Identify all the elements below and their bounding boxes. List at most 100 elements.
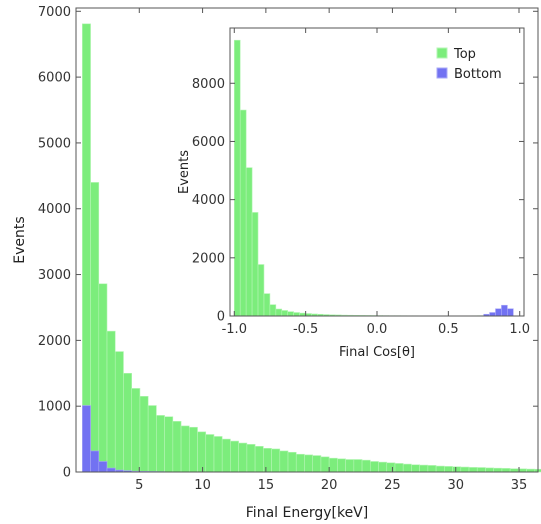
top-bar [245,167,253,317]
top-bar [411,464,420,473]
top-bar [139,396,149,473]
top-bar [131,388,141,473]
main-x-axis-title: Final Energy[keV] [246,505,368,521]
top-bar [82,23,91,473]
top-bar [460,466,470,473]
x-tick-label: 20 [321,478,338,493]
top-bar [394,463,404,473]
top-bar [257,264,265,317]
top-bar [444,466,453,473]
top-bar [180,425,190,473]
top-bar [279,450,289,473]
top-bar [287,451,297,473]
y-tick-label: 4000 [192,193,225,208]
top-bar [320,456,330,473]
x-tick-label: 25 [384,478,401,493]
top-bar [98,283,108,473]
top-bar [493,467,503,473]
x-tick-label: 1.0 [509,322,530,337]
legend-swatch-bottom [436,67,448,79]
y-tick-label: 7000 [38,5,71,20]
y-tick-label: 6000 [38,71,71,86]
legend-label-top: Top [453,47,476,62]
top-bar [402,463,412,473]
y-tick-label: 8000 [192,77,225,92]
legend-swatch-top [436,47,448,59]
top-bar [281,310,289,317]
x-tick-label: -0.5 [293,322,318,337]
x-tick-label: 10 [194,478,211,493]
x-tick-label: 0.0 [367,322,388,337]
top-bar [435,465,445,473]
top-bar [275,308,283,317]
legend: Top Bottom [436,47,502,82]
inset-y-axis: 0 2000 4000 6000 8000 [192,77,524,325]
top-bar [233,39,241,317]
top-bar [263,293,271,317]
top-bar [485,467,495,473]
top-bar [427,465,437,473]
bottom-bar [82,405,91,473]
y-tick-label: 0 [63,466,71,481]
top-bar [468,467,478,473]
top-bar [419,464,429,473]
top-bar [106,330,116,473]
top-bar [369,461,379,473]
inset-histogram: -1.0 -0.5 0.0 0.5 1.0 0 2000 4000 6000 8000 Fina… [170,24,530,372]
top-bar [287,311,294,317]
top-bar [304,454,314,473]
top-bar [337,458,346,473]
top-bar [269,304,277,317]
top-bar [90,182,100,473]
x-tick-label: 35 [511,478,528,493]
y-tick-label: 0 [217,310,225,325]
top-bar [378,461,388,473]
top-bar [197,431,207,473]
main-y-axis-title: Events [12,216,28,263]
top-bar [452,466,462,473]
x-tick-label: 30 [447,478,464,493]
top-bar [476,467,486,473]
top-bar [361,459,371,473]
bottom-bar [106,467,116,473]
top-bar [295,453,305,473]
legend-label-bottom: Bottom [454,67,502,82]
top-bar [239,109,247,317]
top-bar [312,455,322,473]
y-tick-label: 2000 [38,334,71,349]
top-bar [213,436,223,473]
main-histogram: 5 10 15 20 25 30 35 0 1000 2000 3000 4000 5000 6000 7… [12,5,541,521]
top-bar [172,421,182,473]
bottom-bar [501,304,508,317]
bottom-bar [90,450,100,473]
top-bar [238,442,248,473]
top-bar [230,440,239,473]
x-tick-label: 5 [135,478,143,493]
bottom-bar [98,461,108,473]
top-bar [156,415,165,473]
top-bar [251,212,259,317]
x-tick-label: 15 [258,478,275,493]
y-tick-label: 4000 [38,202,71,217]
top-bar [164,416,174,473]
main-plot-frame [75,7,539,473]
inset-x-axis: -1.0 -0.5 0.0 0.5 1.0 [222,28,530,337]
top-bar [246,444,256,473]
main-x-axis: 5 10 15 20 25 30 35 [135,8,527,493]
inset-y-axis-title: Events [177,150,192,194]
top-bar [188,426,198,473]
bottom-bar [489,312,496,317]
top-bar [114,351,124,473]
main-bars [82,23,541,473]
top-bar [328,457,338,473]
top-bar [205,434,215,473]
top-bar [221,438,231,473]
x-tick-label: 0.5 [438,322,459,337]
y-tick-label: 2000 [192,251,225,266]
top-bar [147,405,157,473]
y-tick-label: 6000 [192,135,225,150]
top-bar [271,448,281,473]
top-bar [293,312,300,317]
top-bar [123,372,133,473]
